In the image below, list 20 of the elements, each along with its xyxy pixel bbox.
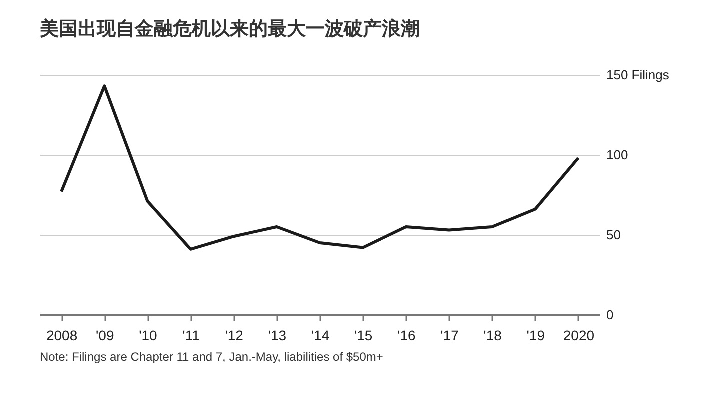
x-tick-label: '14 (311, 328, 330, 344)
line-series (60, 84, 580, 251)
y-tick-label: 50 (606, 228, 621, 242)
x-tick-label: 2008 (46, 328, 78, 344)
x-tick-label: '19 (526, 328, 546, 344)
x-tick-label: '09 (96, 328, 114, 344)
x-tick-label: '15 (354, 328, 373, 344)
y-tick-label: 100 (606, 148, 628, 162)
x-tick-label: '18 (484, 328, 502, 344)
x-tick-label: '11 (182, 328, 200, 344)
y-tick-label: 150 Filings (606, 68, 670, 82)
x-tick-label: '12 (225, 328, 244, 344)
chart-title: 美国出现自金融危机以来的最大一波破产浪潮 (39, 18, 420, 40)
x-tick-label: '13 (268, 328, 287, 344)
x-tick-label: '17 (440, 328, 460, 344)
text: Note: Filings are Chapter 11 and 7, Jan.-May, liabilities of $50m+ (40, 350, 384, 364)
x-tick-label: '10 (139, 328, 158, 344)
x-tick-label: 2020 (563, 328, 595, 344)
y-tick-label: 0 (606, 308, 614, 322)
x-tick-label: '16 (398, 328, 416, 344)
